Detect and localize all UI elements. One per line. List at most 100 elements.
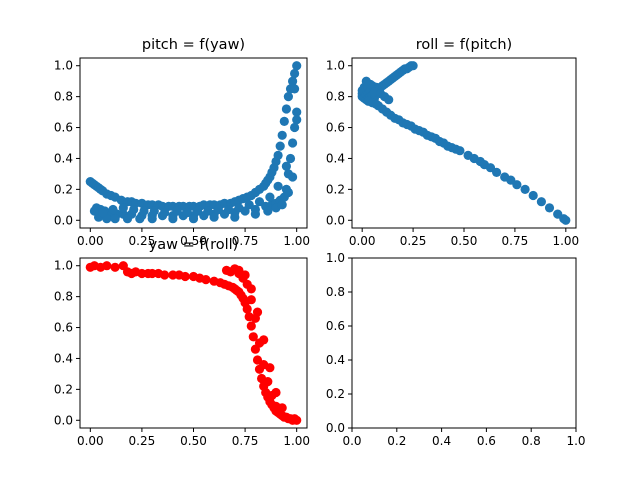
- data-point: [135, 214, 145, 224]
- subplot-title: roll = f(pitch): [416, 37, 512, 53]
- y-tick-label: 0.0: [54, 413, 73, 427]
- x-tick-label: 0.4: [432, 434, 451, 448]
- x-tick-label: 1.0: [566, 434, 585, 448]
- scatter-points: [85, 261, 302, 425]
- data-point: [271, 387, 281, 398]
- data-point: [455, 146, 465, 156]
- data-point: [246, 295, 256, 305]
- x-tick-label: 0.75: [502, 234, 529, 248]
- axes-frame: [351, 257, 577, 429]
- data-point: [224, 204, 234, 215]
- data-point: [283, 92, 293, 102]
- data-point: [252, 307, 263, 317]
- data-point: [139, 206, 149, 216]
- y-tick-label: 0.0: [326, 421, 345, 435]
- data-point: [275, 141, 285, 151]
- data-point: [193, 206, 203, 216]
- y-tick-label: 0.2: [326, 387, 345, 401]
- scatter-points: [85, 61, 302, 224]
- data-point: [292, 415, 302, 425]
- x-tick-label: 1.00: [552, 234, 579, 248]
- data-point: [122, 214, 133, 224]
- data-point: [242, 304, 252, 314]
- y-tick-label: 0.6: [326, 319, 345, 333]
- x-tick-label: 0.50: [180, 234, 207, 248]
- data-point: [371, 99, 381, 109]
- data-point: [277, 200, 287, 210]
- data-point: [288, 138, 298, 148]
- x-tick-label: 1.00: [283, 434, 310, 448]
- scatter-points: [357, 61, 571, 225]
- data-point: [98, 207, 108, 218]
- subplot-roll-pitch: 0.00 0.25 0.50 0.75 1.00 0.0 0.2 0.4 0.6 0.8 1.0 ro…: [326, 37, 579, 248]
- x-tick-label: 0.25: [129, 434, 156, 448]
- data-point: [129, 204, 139, 215]
- data-point: [118, 203, 128, 213]
- data-point: [102, 261, 112, 271]
- data-point: [213, 204, 223, 215]
- data-point: [180, 271, 190, 282]
- data-point: [292, 61, 302, 71]
- y-tick-label: 0.4: [326, 353, 345, 367]
- subplot-title: pitch = f(yaw): [142, 37, 245, 53]
- data-point: [285, 153, 296, 164]
- data-point: [283, 187, 293, 198]
- data-point: [288, 76, 298, 86]
- y-tick-label: 0.8: [54, 290, 73, 304]
- data-point: [201, 275, 211, 285]
- data-point: [250, 209, 260, 219]
- y-tick-label: 0.2: [54, 182, 73, 196]
- data-point: [290, 122, 300, 133]
- data-point: [244, 200, 254, 210]
- data-point: [281, 161, 291, 171]
- data-point: [203, 206, 213, 216]
- data-point: [188, 214, 199, 224]
- y-tick-label: 0.6: [54, 121, 73, 135]
- data-point: [292, 107, 302, 117]
- x-tick-label: 0.25: [129, 234, 156, 248]
- data-point: [290, 68, 300, 79]
- y-tick-label: 0.0: [54, 213, 73, 227]
- data-point: [288, 172, 298, 182]
- data-point: [492, 167, 502, 177]
- data-point: [110, 262, 120, 272]
- y-tick-label: 0.0: [326, 213, 345, 227]
- data-point: [544, 203, 555, 213]
- data-point: [512, 180, 522, 190]
- data-point: [277, 130, 287, 140]
- data-point: [89, 206, 99, 216]
- data-point: [361, 76, 371, 86]
- data-point: [110, 214, 120, 224]
- y-tick-label: 0.8: [54, 90, 73, 104]
- x-tick-label: 0.75: [232, 434, 259, 448]
- data-point: [160, 207, 170, 218]
- data-point: [265, 192, 275, 202]
- data-point: [230, 212, 240, 222]
- subplot-pitch-yaw: 0.00 0.25 0.50 0.75 1.00 0.0 0.2 0.4 0.6 0.8 1.0 pi…: [54, 37, 310, 248]
- data-point: [263, 206, 273, 216]
- x-tick-label: 0.00: [77, 234, 104, 248]
- y-tick-label: 0.6: [54, 321, 73, 335]
- data-point: [277, 403, 287, 413]
- y-tick-label: 1.0: [326, 59, 345, 73]
- y-tick-label: 1.0: [326, 251, 345, 265]
- y-tick-label: 0.2: [326, 182, 345, 196]
- data-point: [240, 270, 250, 280]
- data-point: [273, 181, 283, 191]
- x-tick-label: 0.00: [77, 434, 104, 448]
- data-point: [168, 214, 178, 224]
- data-point: [536, 197, 547, 207]
- x-tick-label: 0.0: [342, 434, 361, 448]
- x-tick-label: 0.2: [387, 434, 406, 448]
- x-tick-label: 0.25: [400, 234, 427, 248]
- data-point: [265, 363, 275, 373]
- x-tick-label: 0.75: [232, 234, 259, 248]
- y-tick-label: 0.4: [54, 351, 73, 365]
- data-point: [408, 61, 418, 71]
- data-point: [254, 197, 265, 207]
- y-tick-label: 0.6: [326, 121, 345, 135]
- x-tick-label: 0.6: [477, 434, 496, 448]
- y-tick-label: 0.2: [54, 382, 73, 396]
- data-point: [279, 116, 289, 126]
